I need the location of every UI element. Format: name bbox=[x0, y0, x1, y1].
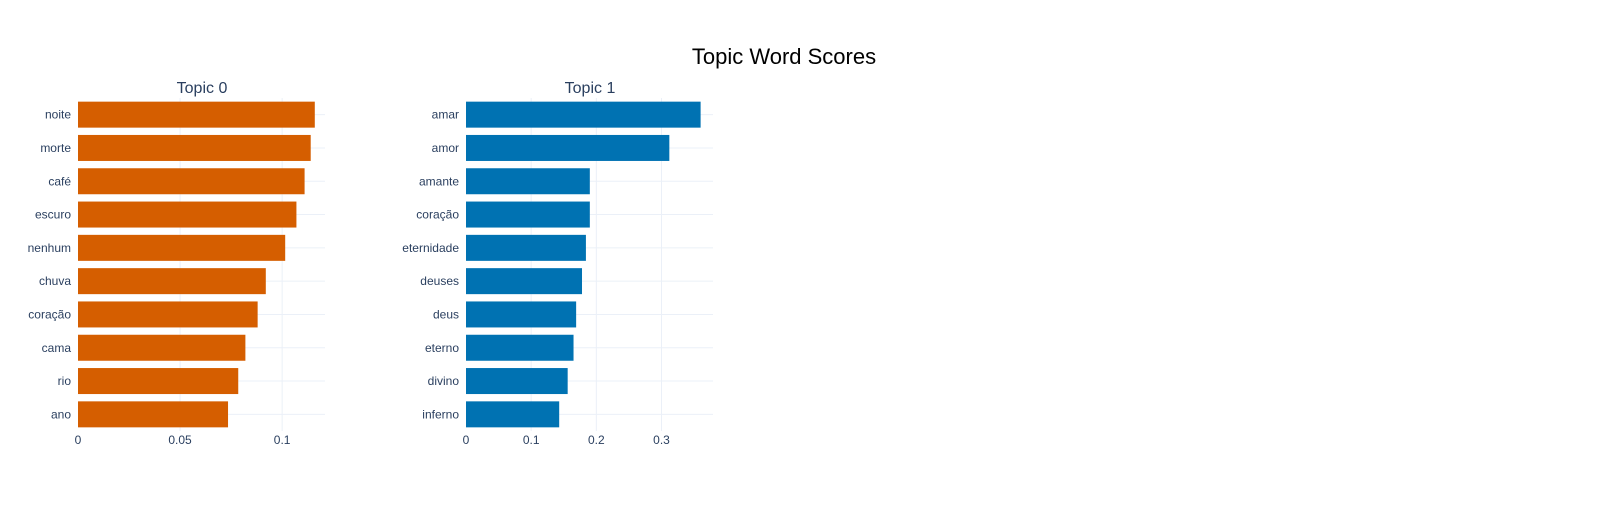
y-tick-label: chuva bbox=[39, 274, 71, 288]
y-tick-label: coração bbox=[416, 208, 459, 222]
x-axis-labels: 0 0.05 0.1 bbox=[75, 433, 291, 447]
y-tick-label: ano bbox=[51, 407, 71, 421]
y-tick-label: amor bbox=[432, 141, 459, 155]
y-tick-label: deuses bbox=[420, 274, 459, 288]
bar-rio bbox=[78, 368, 239, 395]
y-axis-labels: amar amor amante coração eternidade deuses deu… bbox=[402, 108, 459, 422]
subplot-topic-1: Topic 1 amar amor amante coração eternidade d… bbox=[402, 80, 713, 447]
bar-noite bbox=[78, 101, 315, 128]
y-tick-label: amante bbox=[419, 174, 459, 188]
y-tick-label: noite bbox=[45, 108, 71, 122]
bar-amar bbox=[466, 101, 701, 128]
y-axis-labels: noite morte café escuro nenhum chuva coração ca… bbox=[28, 108, 72, 422]
bar-chuva bbox=[78, 268, 266, 295]
bar-deuses bbox=[466, 268, 583, 295]
y-tick-label: eterno bbox=[425, 341, 459, 355]
bar-deus bbox=[466, 301, 577, 328]
bar-ano bbox=[78, 401, 229, 428]
y-tick-label: rio bbox=[58, 374, 72, 388]
y-tick-label: eternidade bbox=[402, 241, 459, 255]
x-tick-label: 0.1 bbox=[523, 433, 540, 447]
y-tick-label: coração bbox=[28, 307, 71, 321]
bar-café bbox=[78, 168, 305, 195]
bar-eternidade bbox=[466, 234, 586, 261]
y-tick-label: inferno bbox=[422, 407, 459, 421]
bar-divino bbox=[466, 368, 568, 395]
y-tick-label: divino bbox=[428, 374, 460, 388]
x-tick-label: 0 bbox=[75, 433, 82, 447]
x-tick-label: 0.05 bbox=[168, 433, 192, 447]
subplot-title: Topic 0 bbox=[177, 80, 228, 97]
bar-coração bbox=[78, 301, 258, 328]
bar-escuro bbox=[78, 201, 297, 228]
x-axis-labels: 0 0.1 0.2 0.3 bbox=[463, 433, 671, 447]
bar-amor bbox=[466, 134, 670, 161]
y-tick-label: nenhum bbox=[28, 241, 71, 255]
y-tick-label: deus bbox=[433, 307, 459, 321]
bar-nenhum bbox=[78, 234, 286, 261]
subplot-topic-0: Topic 0 noite morte café escuro nenhum chuva c… bbox=[28, 80, 325, 447]
x-tick-label: 0.2 bbox=[588, 433, 605, 447]
bar-cama bbox=[78, 334, 246, 361]
chart-title: Topic Word Scores bbox=[692, 44, 876, 69]
bar-inferno bbox=[466, 401, 560, 428]
bar-morte bbox=[78, 134, 311, 161]
y-tick-label: morte bbox=[40, 141, 71, 155]
bars bbox=[466, 101, 701, 428]
bar-eterno bbox=[466, 334, 574, 361]
bar-amante bbox=[466, 168, 590, 195]
x-tick-label: 0.1 bbox=[274, 433, 291, 447]
y-tick-label: cama bbox=[42, 341, 72, 355]
subplot-title: Topic 1 bbox=[565, 80, 616, 97]
x-tick-label: 0 bbox=[463, 433, 470, 447]
y-tick-label: amar bbox=[432, 108, 459, 122]
bar-coração bbox=[466, 201, 590, 228]
y-tick-label: escuro bbox=[35, 208, 71, 222]
bars bbox=[78, 101, 315, 428]
x-tick-label: 0.3 bbox=[653, 433, 670, 447]
y-tick-label: café bbox=[48, 174, 71, 188]
